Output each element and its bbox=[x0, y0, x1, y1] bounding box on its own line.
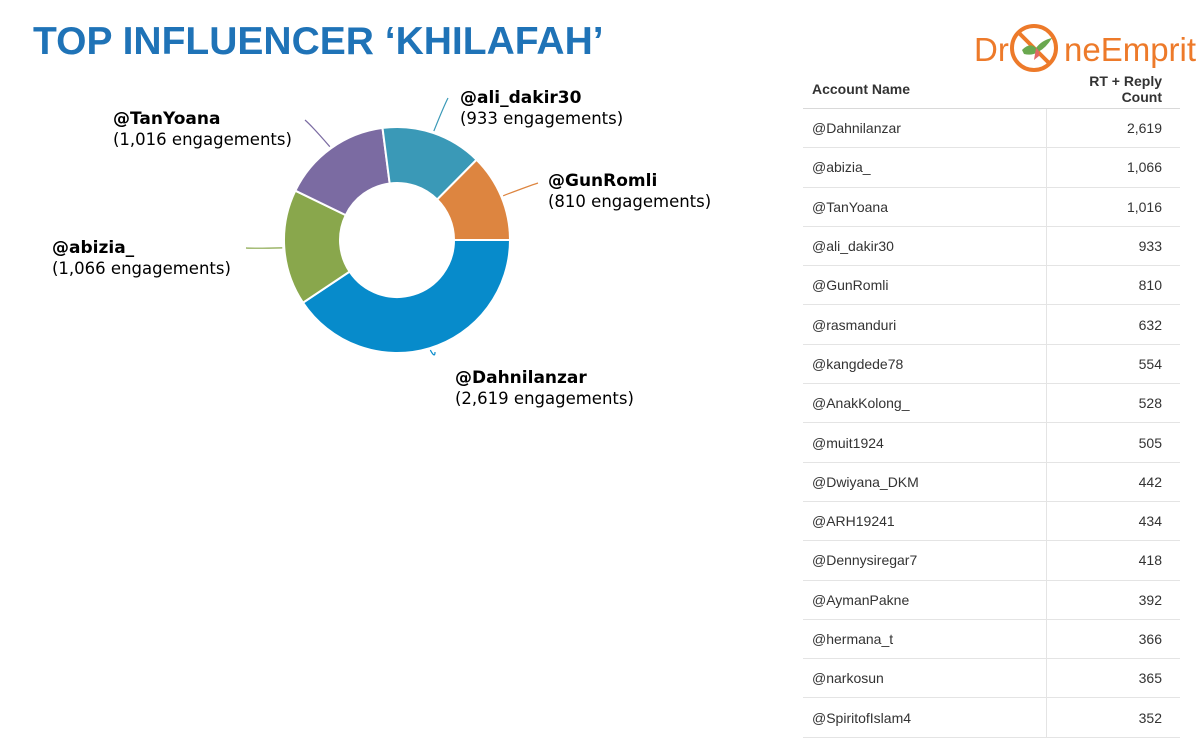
slice-value-label: (1,016 engagements) bbox=[113, 130, 292, 149]
account-name-cell: @Dennysiregar7 bbox=[803, 540, 1047, 581]
slice-label: @GunRomli bbox=[548, 171, 657, 191]
rt-reply-count-cell: 352 bbox=[1046, 697, 1180, 738]
table-row: @hermana_t 366 bbox=[803, 619, 1180, 660]
table-row: @muit1924 505 bbox=[803, 422, 1180, 463]
table-row: @Dwiyana_DKM 442 bbox=[803, 462, 1180, 502]
account-name-cell: @kangdede78 bbox=[803, 344, 1047, 385]
table-row: @Dennysiregar7 418 bbox=[803, 540, 1180, 581]
table-row: @AymanPakne 392 bbox=[803, 580, 1180, 620]
account-name-cell: @abizia_ bbox=[803, 147, 1047, 188]
slice-value-label: (1,066 engagements) bbox=[52, 259, 231, 278]
table-row: @kangdede78 554 bbox=[803, 344, 1180, 385]
rt-reply-count-cell: 366 bbox=[1046, 619, 1180, 660]
table-row: @abizia_ 1,066 bbox=[803, 147, 1180, 188]
slice-label: @TanYoana bbox=[113, 109, 220, 129]
table-row: @GunRomli 810 bbox=[803, 265, 1180, 306]
leader-line bbox=[304, 119, 331, 148]
drone-emprit-logo: Dr neEmprit bbox=[970, 20, 1196, 76]
rt-reply-count-cell: 528 bbox=[1046, 383, 1180, 424]
table-row: @rasmanduri 632 bbox=[803, 304, 1180, 345]
column-header-rt-reply-count: RT + Reply Count bbox=[1046, 70, 1180, 109]
page-title: TOP INFLUENCER ‘KHILAFAH’ bbox=[33, 20, 604, 63]
table-row: @AnakKolong_ 528 bbox=[803, 383, 1180, 424]
rt-reply-count-cell: 392 bbox=[1046, 580, 1180, 620]
slice-label: @Dahnilanzar bbox=[455, 368, 587, 388]
rt-reply-count-cell: 810 bbox=[1046, 265, 1180, 306]
slice-value-label: (810 engagements) bbox=[548, 192, 711, 211]
logo-text-left: Dr bbox=[974, 31, 1009, 68]
rt-reply-count-cell: 1,066 bbox=[1046, 147, 1180, 188]
account-name-cell: @AnakKolong_ bbox=[803, 383, 1047, 424]
account-name-cell: @rasmanduri bbox=[803, 304, 1047, 345]
account-name-cell: @narkosun bbox=[803, 658, 1047, 699]
table-row: @narkosun 365 bbox=[803, 658, 1180, 699]
donut-chart: @Dahnilanzar(2,619 engagements)@abizia_(… bbox=[52, 88, 711, 408]
table-row: @ARH19241 434 bbox=[803, 501, 1180, 542]
slice-label: @abizia_ bbox=[52, 238, 135, 258]
rt-reply-count-cell: 632 bbox=[1046, 304, 1180, 345]
account-name-cell: @Dahnilanzar bbox=[803, 108, 1047, 149]
drone-bird-logo-icon bbox=[1010, 24, 1058, 72]
account-name-cell: @TanYoana bbox=[803, 187, 1047, 227]
slice-dahnilanzar bbox=[301, 239, 512, 354]
account-name-cell: @AymanPakne bbox=[803, 580, 1047, 620]
rt-reply-count-cell: 933 bbox=[1046, 226, 1180, 267]
table-row: @TanYoana 1,016 bbox=[803, 187, 1180, 227]
slice-gunromli bbox=[435, 158, 512, 241]
leader-line bbox=[429, 349, 436, 356]
slice-value-label: (933 engagements) bbox=[460, 109, 623, 128]
account-name-cell: @ali_dakir30 bbox=[803, 226, 1047, 267]
rt-reply-count-cell: 1,016 bbox=[1046, 187, 1180, 227]
influencer-table: Account Name RT + Reply Count @Dahnilanz… bbox=[803, 70, 1180, 738]
slice-label: @ali_dakir30 bbox=[460, 88, 582, 108]
table-row: @Dahnilanzar 2,619 bbox=[803, 108, 1180, 149]
leader-line bbox=[433, 97, 449, 132]
leader-line bbox=[502, 182, 539, 197]
table-row: @ali_dakir30 933 bbox=[803, 226, 1180, 267]
rt-reply-count-cell: 554 bbox=[1046, 344, 1180, 385]
rt-reply-count-cell: 418 bbox=[1046, 540, 1180, 581]
rt-reply-count-cell: 434 bbox=[1046, 501, 1180, 542]
slice-value-label: (2,619 engagements) bbox=[455, 389, 634, 408]
account-name-cell: @muit1924 bbox=[803, 422, 1047, 463]
logo-text-right: neEmprit bbox=[1064, 31, 1197, 68]
account-name-cell: @SpiritofIslam4 bbox=[803, 697, 1047, 738]
rt-reply-count-cell: 2,619 bbox=[1046, 108, 1180, 149]
rt-reply-count-cell: 442 bbox=[1046, 462, 1180, 502]
account-name-cell: @Dwiyana_DKM bbox=[803, 462, 1047, 502]
rt-reply-count-cell: 505 bbox=[1046, 422, 1180, 463]
rt-reply-count-cell: 365 bbox=[1046, 658, 1180, 699]
account-name-cell: @hermana_t bbox=[803, 619, 1047, 660]
column-header-account-name: Account Name bbox=[803, 70, 1047, 109]
table-header-row: Account Name RT + Reply Count bbox=[803, 70, 1180, 109]
account-name-cell: @ARH19241 bbox=[803, 501, 1047, 542]
table-row: @SpiritofIslam4 352 bbox=[803, 697, 1180, 738]
account-name-cell: @GunRomli bbox=[803, 265, 1047, 306]
